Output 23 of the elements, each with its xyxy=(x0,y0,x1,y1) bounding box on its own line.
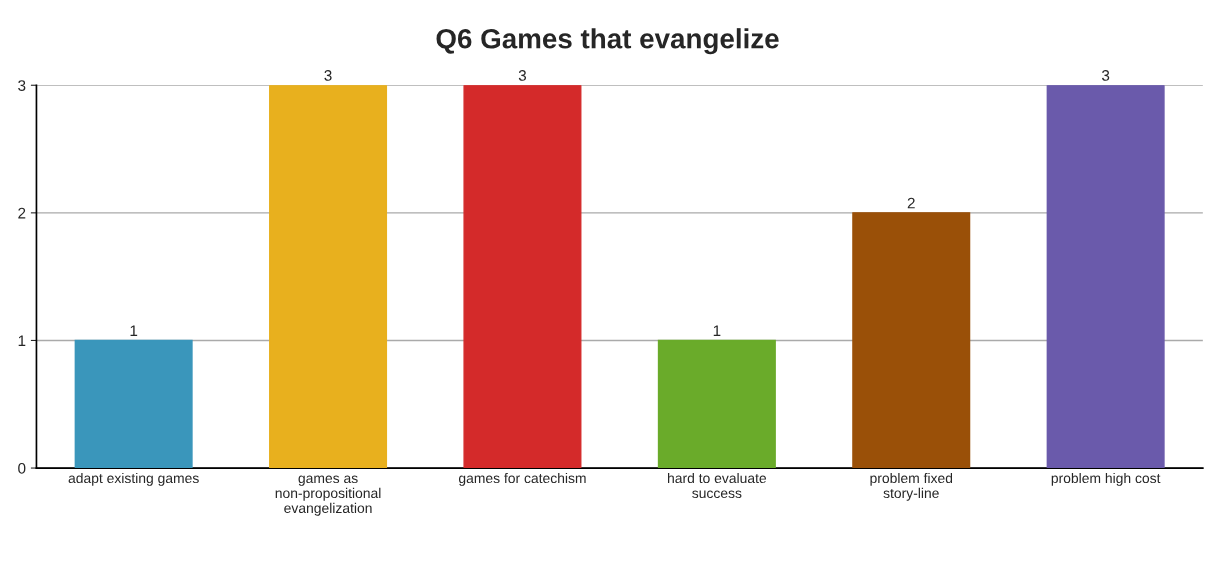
bar xyxy=(463,85,582,469)
bar xyxy=(657,339,776,469)
chart-title: Q6 Games that evangelize xyxy=(436,28,779,55)
bar xyxy=(1046,85,1165,469)
x-tick-label: problem fixed story-line xyxy=(870,472,953,501)
x-tick-label: adapt existing games xyxy=(68,472,199,486)
data-label: 3 xyxy=(1101,70,1110,81)
x-tick-label: games as non-propositional evangelization xyxy=(275,475,381,516)
y-tick-label: 0 xyxy=(18,462,26,474)
data-label: 1 xyxy=(130,325,138,336)
data-label: 3 xyxy=(324,70,332,81)
x-tick-label: problem high cost xyxy=(1051,472,1161,486)
data-label: 1 xyxy=(713,325,721,336)
y-tick-label: 3 xyxy=(18,80,26,91)
y-tick-label: 2 xyxy=(18,207,26,219)
data-label: 3 xyxy=(518,70,527,81)
bar xyxy=(269,85,388,469)
bar xyxy=(852,212,971,469)
bar xyxy=(74,339,193,469)
x-tick-label: hard to evaluate success xyxy=(668,472,767,499)
y-tick-label: 1 xyxy=(18,335,26,346)
x-tick-label: games for catechism xyxy=(458,472,586,486)
data-label: 2 xyxy=(907,197,915,209)
